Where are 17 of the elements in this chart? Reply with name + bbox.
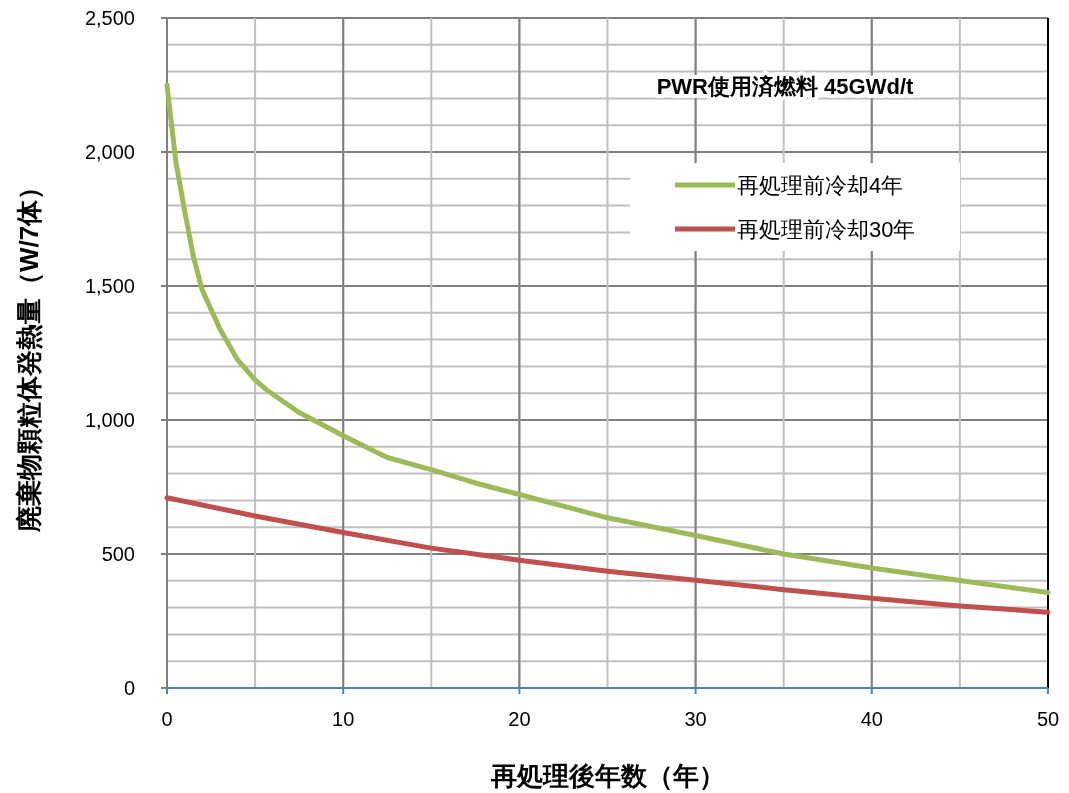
- x-tick-label: 20: [508, 708, 531, 730]
- legend-label: 再処理前冷却4年: [737, 173, 904, 198]
- x-tick-label: 30: [684, 708, 707, 730]
- x-tick-label: 40: [860, 708, 883, 730]
- x-tick-label: 10: [332, 708, 355, 730]
- y-tick-label: 2,000: [84, 141, 135, 163]
- x-tick-label: 0: [161, 708, 173, 730]
- text: PWR使用済燃料 45GWd/t: [656, 74, 914, 99]
- y-tick-label: 500: [101, 543, 135, 565]
- y-tick-label: 1,000: [84, 409, 135, 431]
- x-axis-title: 再処理後年数（年）: [489, 761, 725, 791]
- y-tick-label: 1,500: [84, 275, 135, 297]
- y-tick-label: 2,500: [84, 7, 135, 29]
- legend-label: 再処理前冷却30年: [737, 217, 916, 242]
- x-tick-label: 50: [1036, 708, 1060, 730]
- y-axis-title: 廃棄物顆粒体発熱量（W/7体）: [14, 173, 44, 534]
- y-tick-label: 0: [123, 677, 135, 699]
